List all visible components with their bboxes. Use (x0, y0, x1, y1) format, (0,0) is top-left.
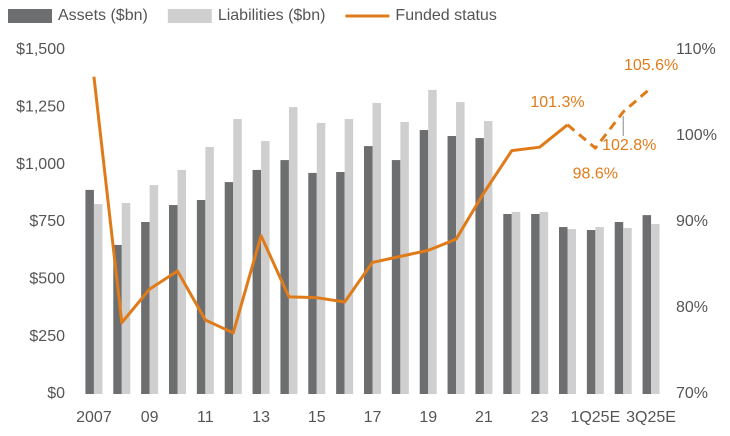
x-tick-label: 2007 (76, 409, 112, 426)
y-tick-label: $1,500 (16, 41, 65, 58)
bar (141, 222, 150, 394)
bar (344, 119, 354, 395)
bar (85, 189, 94, 394)
bar (511, 211, 521, 394)
bar (400, 122, 409, 394)
bar (531, 213, 540, 394)
legend-swatch (167, 9, 212, 23)
bar (224, 182, 234, 394)
bar (308, 172, 317, 394)
bar (113, 244, 122, 394)
x-tick-label: 19 (419, 409, 437, 426)
y-tick-label: $750 (29, 213, 65, 230)
bar (595, 227, 604, 394)
bar (614, 222, 624, 394)
bar (503, 213, 512, 394)
bar (93, 204, 103, 394)
bar (177, 169, 186, 394)
bar (559, 227, 568, 394)
x-tick-label: 13 (252, 409, 270, 426)
bar (447, 136, 457, 394)
bar (261, 141, 270, 394)
bar (483, 121, 493, 395)
x-tick-label: 3Q25E (626, 409, 676, 426)
y2-tick-label: 80% (676, 299, 708, 316)
x-tick-label: 1Q25E (570, 409, 620, 426)
bar (642, 215, 652, 394)
bar (316, 122, 326, 394)
bar (169, 205, 178, 394)
x-tick-label: 11 (197, 409, 214, 426)
bar (205, 147, 214, 394)
bar (391, 160, 401, 394)
bar (196, 199, 206, 394)
bar (456, 102, 465, 395)
bar (149, 185, 159, 394)
line (92, 76, 569, 335)
bar (288, 107, 298, 394)
legend-label: Funded status (395, 7, 496, 24)
x-tick-label: 15 (308, 409, 326, 426)
bar (651, 224, 660, 394)
value-label: 101.3% (530, 94, 584, 111)
y-tick-label: $1,000 (16, 156, 65, 173)
bar (623, 227, 632, 394)
legend-swatch (8, 9, 52, 23)
x-tick-label: 09 (141, 409, 159, 426)
value-label: 98.6% (573, 165, 618, 182)
y2-tick-label: 90% (676, 213, 708, 230)
x-tick-label: 17 (364, 409, 382, 426)
value-label: 105.6% (624, 57, 678, 74)
bar (121, 202, 131, 394)
y2-tick-label: 70% (676, 385, 708, 402)
line-dashed (566, 86, 653, 150)
x-tick-label: 23 (531, 409, 549, 426)
bar (233, 119, 242, 395)
bar (428, 89, 437, 395)
bar (336, 172, 345, 394)
bar (419, 130, 429, 394)
bar (280, 160, 289, 394)
value-label: 102.8% (602, 137, 656, 154)
y-tick-label: $1,250 (16, 99, 65, 116)
bar (539, 211, 549, 394)
bar (586, 230, 596, 394)
bar (372, 102, 381, 394)
bar (252, 169, 262, 394)
bar (475, 138, 484, 394)
legend-label: Liabilities ($bn) (218, 7, 326, 24)
y-tick-label: $250 (29, 328, 65, 345)
y-tick-label: $500 (29, 271, 65, 288)
y2-tick-label: 110% (676, 41, 716, 58)
bar (567, 229, 576, 394)
y2-tick-label: 100% (676, 127, 717, 144)
y-tick-label: $0 (47, 385, 65, 402)
x-tick-label: 21 (475, 409, 493, 426)
legend-label: Assets ($bn) (58, 7, 148, 24)
